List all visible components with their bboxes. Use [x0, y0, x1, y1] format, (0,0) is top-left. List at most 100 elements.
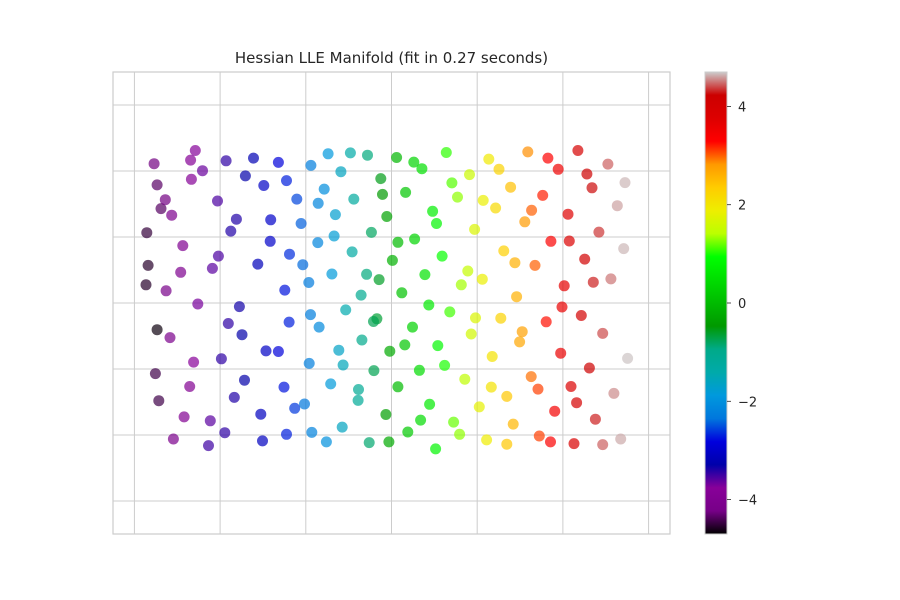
data-point	[236, 329, 248, 341]
data-point	[353, 384, 364, 395]
data-point	[363, 437, 375, 449]
data-point	[597, 439, 609, 451]
data-point	[605, 273, 617, 285]
data-point	[459, 373, 471, 385]
data-point	[329, 209, 341, 221]
data-point	[368, 316, 379, 327]
chart-title: Hessian LLE Manifold (fit in 0.27 second…	[235, 49, 548, 67]
data-point	[239, 170, 251, 182]
data-point	[185, 173, 197, 185]
data-point	[619, 177, 631, 189]
data-point	[153, 395, 165, 407]
data-point	[381, 211, 393, 222]
data-point	[529, 259, 541, 271]
data-point	[283, 316, 295, 328]
data-point	[495, 312, 507, 324]
data-point	[505, 181, 517, 193]
data-point	[346, 246, 358, 258]
data-point	[501, 390, 513, 402]
data-point	[164, 332, 176, 344]
data-point	[305, 159, 317, 171]
data-point	[212, 250, 224, 262]
data-point	[215, 353, 227, 365]
data-point	[568, 438, 580, 450]
data-point	[558, 280, 570, 292]
colorbar-tick-label: 2	[738, 199, 746, 214]
data-point	[439, 359, 451, 371]
data-point	[233, 301, 245, 313]
data-point	[303, 277, 315, 288]
data-point	[400, 186, 412, 198]
data-point	[204, 415, 216, 427]
data-point	[572, 145, 584, 156]
data-point	[545, 436, 556, 448]
data-point	[446, 177, 458, 189]
data-point	[587, 276, 599, 288]
data-point	[608, 387, 620, 399]
data-point	[424, 398, 436, 410]
data-point	[149, 368, 161, 380]
data-point	[481, 434, 493, 446]
data-point	[408, 156, 420, 168]
data-point	[493, 163, 505, 175]
data-point	[313, 321, 325, 333]
data-point	[469, 223, 481, 235]
data-point	[563, 235, 575, 247]
data-point	[160, 285, 172, 297]
data-point	[514, 336, 526, 348]
data-point	[295, 218, 307, 229]
colorbar	[704, 71, 728, 535]
data-point	[159, 194, 171, 206]
data-point	[485, 381, 497, 393]
data-point	[212, 195, 223, 207]
data-point	[260, 345, 272, 357]
data-point	[248, 152, 259, 164]
data-point	[320, 436, 332, 448]
data-point	[297, 259, 309, 271]
data-point	[175, 266, 187, 278]
data-point	[281, 175, 292, 187]
data-point	[203, 440, 214, 452]
data-point	[431, 218, 442, 229]
data-point	[272, 156, 284, 168]
data-point	[454, 428, 466, 440]
data-point	[391, 152, 403, 163]
data-point	[140, 279, 152, 291]
colorbar-tick-label: 4	[738, 100, 746, 115]
data-point	[455, 279, 467, 291]
data-point	[299, 398, 310, 410]
data-point	[413, 364, 425, 376]
data-point	[225, 225, 237, 237]
data-point	[392, 381, 404, 393]
data-point	[581, 168, 593, 180]
data-point	[336, 421, 348, 433]
data-point	[252, 258, 264, 270]
data-point	[312, 237, 324, 249]
data-point	[281, 428, 292, 440]
data-point	[462, 265, 474, 277]
data-point	[188, 356, 200, 368]
data-point	[427, 205, 439, 217]
data-point	[278, 381, 290, 393]
data-point	[340, 304, 352, 316]
data-point	[384, 345, 396, 357]
data-point	[148, 158, 160, 170]
data-point	[255, 408, 267, 420]
data-point	[464, 169, 475, 181]
data-point	[402, 426, 414, 438]
data-point	[436, 250, 448, 262]
data-point	[337, 359, 349, 371]
data-point	[430, 443, 442, 455]
data-point	[355, 289, 367, 301]
data-point	[415, 414, 427, 426]
data-point	[516, 326, 528, 338]
data-point	[291, 193, 303, 205]
data-point	[305, 309, 316, 321]
data-point	[375, 173, 387, 185]
data-point	[189, 145, 201, 156]
data-point	[622, 352, 634, 364]
data-point	[533, 430, 545, 442]
data-point	[265, 214, 277, 226]
data-point	[537, 189, 549, 201]
data-point	[526, 204, 538, 216]
